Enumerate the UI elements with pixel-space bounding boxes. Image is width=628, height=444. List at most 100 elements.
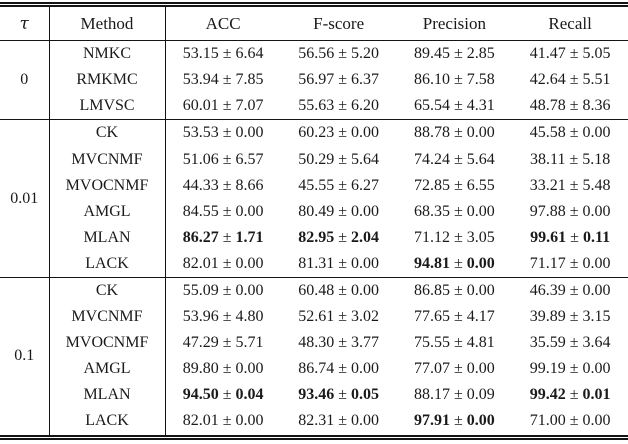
metric-value: 35.59 ± 3.64: [529, 333, 611, 351]
metric-value: 99.42 ± 0.01: [529, 385, 611, 403]
metric-value: 97.88 ± 0.00: [529, 202, 611, 220]
method-name: MVOCNMF: [49, 172, 166, 199]
metric-value: 75.55 ± 4.81: [413, 333, 495, 351]
table-row: RMKMC 53.94 ± 7.85 56.97 ± 6.37 86.10 ± 7.5…: [0, 67, 628, 94]
table-row: AMGL 89.80 ± 0.00 86.74 ± 0.00 77.07 ± 0.00…: [0, 355, 628, 382]
metric-value: 39.89 ± 3.15: [529, 307, 611, 325]
metric-value: 81.31 ± 0.00: [298, 254, 380, 272]
metric-value: 71.12 ± 3.05: [413, 228, 495, 246]
metric-value: 84.55 ± 0.00: [182, 202, 264, 220]
method-name: MVCNMF: [49, 146, 166, 173]
metric-value: 80.49 ± 0.00: [298, 202, 380, 220]
metric-value: 97.91 ± 0.00: [413, 412, 495, 430]
method-name: MVCNMF: [49, 303, 166, 330]
metric-value: 50.29 ± 5.64: [298, 150, 380, 168]
tau-value: 0.1: [0, 276, 50, 438]
method-name: MVOCNMF: [49, 329, 166, 356]
metric-value: 56.97 ± 6.37: [298, 71, 380, 89]
method-name: AMGL: [49, 198, 166, 225]
table-row: MLAN 86.27 ± 1.71 82.95 ± 2.04 71.12 ± 3.05…: [0, 224, 628, 251]
tau-value: 0.01: [0, 119, 50, 278]
header-precision: Precision: [396, 4, 513, 41]
table-body: 0 NMKC 53.15 ± 6.64 56.56 ± 5.20 89.45 ± 2.8…: [0, 40, 628, 438]
metric-value: 82.01 ± 0.00: [182, 412, 264, 430]
metric-value: 86.27 ± 1.71: [182, 228, 264, 246]
metric-value: 86.74 ± 0.00: [298, 359, 380, 377]
metric-value: 45.58 ± 0.00: [512, 119, 628, 147]
metric-value: 77.07 ± 0.00: [413, 359, 495, 377]
metric-value: 60.23 ± 0.00: [280, 119, 397, 147]
metric-value: 46.39 ± 0.00: [512, 276, 628, 304]
header-fscore: F-score: [280, 4, 397, 41]
header-row: τ Method ACC F-score Precision Recall: [0, 4, 628, 41]
table-row: MVCNMF 51.06 ± 6.57 50.29 ± 5.64 74.24 ± 5.…: [0, 146, 628, 173]
metric-value: 99.19 ± 0.00: [529, 359, 611, 377]
metric-value: 42.64 ± 5.51: [529, 71, 611, 89]
metric-value: 65.54 ± 4.31: [413, 97, 495, 115]
metric-value: 53.94 ± 7.85: [182, 71, 264, 89]
metric-value: 82.01 ± 0.00: [182, 254, 264, 272]
method-name: RMKMC: [49, 67, 166, 94]
method-name: MLAN: [49, 381, 166, 408]
metric-value: 71.17 ± 0.00: [529, 254, 611, 272]
header-method: Method: [49, 4, 166, 41]
metric-value: 94.81 ± 0.00: [413, 254, 495, 272]
metric-value: 88.78 ± 0.00: [396, 119, 513, 147]
metric-value: 48.78 ± 8.36: [529, 97, 611, 115]
metric-value: 86.85 ± 0.00: [396, 276, 513, 304]
header-tau: τ: [0, 4, 50, 41]
metric-value: 68.35 ± 0.00: [413, 202, 495, 220]
metric-value: 55.63 ± 6.20: [298, 97, 380, 115]
metric-value: 51.06 ± 6.57: [182, 150, 264, 168]
metric-value: 82.31 ± 0.00: [298, 412, 380, 430]
metric-value: 47.29 ± 5.71: [182, 333, 264, 351]
method-name: MLAN: [49, 224, 166, 251]
header-recall: Recall: [512, 4, 628, 41]
metric-value: 38.11 ± 5.18: [530, 150, 611, 168]
metric-value: 72.85 ± 6.55: [413, 176, 495, 194]
metric-value: 60.48 ± 0.00: [280, 276, 397, 304]
metric-value: 77.65 ± 4.17: [413, 307, 495, 325]
method-name: LACK: [49, 250, 166, 278]
table-row: LACK 82.01 ± 0.00 81.31 ± 0.00 94.81 ± 0.00…: [0, 250, 628, 278]
metric-value: 89.45 ± 2.85: [413, 45, 495, 63]
metric-value: 94.50 ± 0.04: [182, 385, 264, 403]
method-name: LACK: [49, 407, 166, 438]
table-row: MVOCNMF 47.29 ± 5.71 48.30 ± 3.77 75.55 ± 4…: [0, 329, 628, 356]
metric-value: 60.01 ± 7.07: [182, 97, 264, 115]
metric-value: 55.09 ± 0.00: [165, 276, 281, 304]
table-row: 0.01 CK 53.53 ± 0.00 60.23 ± 0.00 88.78 ± 0.…: [0, 119, 628, 278]
metric-value: 53.15 ± 6.64: [182, 45, 264, 63]
metric-value: 74.24 ± 5.64: [413, 150, 495, 168]
table-row: 0.1 CK 55.09 ± 0.00 60.48 ± 0.00 86.85 ± 0.0…: [0, 276, 628, 438]
table-header: τ Method ACC F-score Precision Recall: [0, 4, 628, 41]
method-name: CK: [49, 276, 166, 304]
table-row: AMGL 84.55 ± 0.00 80.49 ± 0.00 68.35 ± 0.00…: [0, 198, 628, 225]
method-name: LMVSC: [49, 93, 166, 120]
header-acc: ACC: [165, 4, 281, 41]
table-row: 0 NMKC 53.15 ± 6.64 56.56 ± 5.20 89.45 ± 2.8…: [0, 40, 628, 120]
metric-value: 82.95 ± 2.04: [298, 228, 380, 246]
metric-value: 93.46 ± 0.05: [298, 385, 380, 403]
method-name: CK: [49, 119, 166, 147]
metric-value: 44.33 ± 8.66: [182, 176, 264, 194]
metric-value: 53.53 ± 0.00: [165, 119, 281, 147]
metric-value: 53.96 ± 4.80: [182, 307, 264, 325]
metric-value: 86.10 ± 7.58: [413, 71, 495, 89]
metric-value: 89.80 ± 0.00: [182, 359, 264, 377]
table-row: LACK 82.01 ± 0.00 82.31 ± 0.00 97.91 ± 0.00…: [0, 407, 628, 438]
table-row: MVCNMF 53.96 ± 4.80 52.61 ± 3.02 77.65 ± 4.…: [0, 303, 628, 330]
method-name: NMKC: [49, 40, 166, 68]
table-row: MVOCNMF 44.33 ± 8.66 45.55 ± 6.27 72.85 ± 6…: [0, 172, 628, 199]
metric-value: 48.30 ± 3.77: [298, 333, 380, 351]
metric-value: 45.55 ± 6.27: [298, 176, 380, 194]
table-row: LMVSC 60.01 ± 7.07 55.63 ± 6.20 65.54 ± 4.3…: [0, 93, 628, 120]
metric-value: 99.61 ± 0.11: [530, 228, 611, 246]
metric-value: 33.21 ± 5.48: [529, 176, 611, 194]
metric-value: 88.17 ± 0.09: [413, 385, 495, 403]
metric-value: 41.47 ± 5.05: [529, 45, 611, 63]
metric-value: 71.00 ± 0.00: [529, 412, 611, 430]
metric-value: 52.61 ± 3.02: [298, 307, 380, 325]
metric-value: 56.56 ± 5.20: [298, 45, 380, 63]
